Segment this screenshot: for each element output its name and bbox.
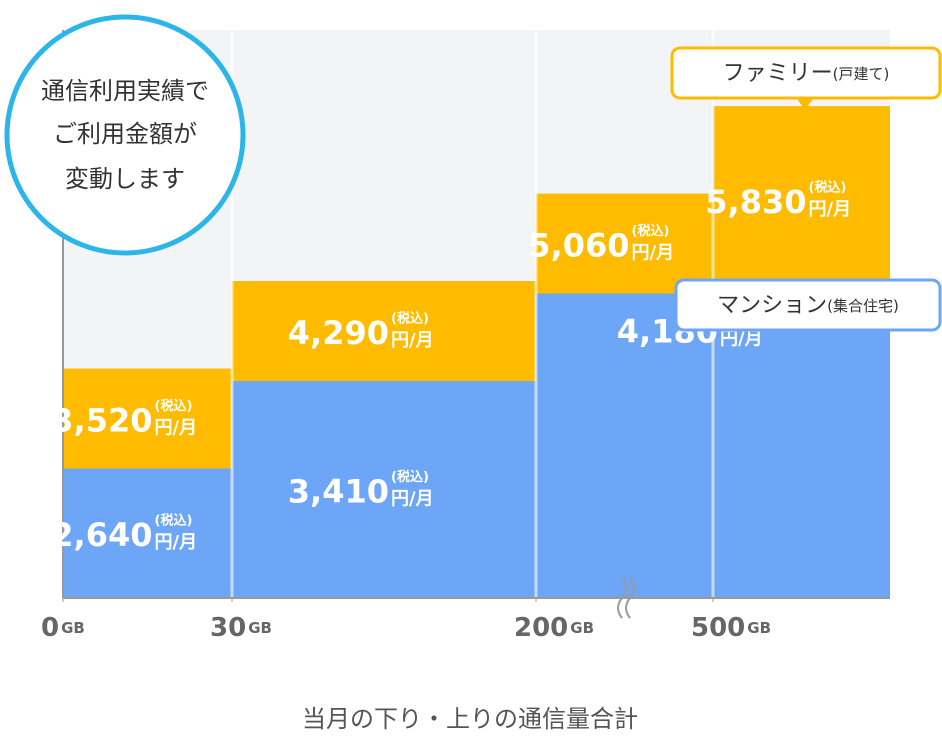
tax-note: (税込)	[155, 513, 193, 529]
unit: 円/月	[391, 489, 434, 510]
legend-note: (戸建て)	[833, 65, 890, 83]
axis-break	[617, 577, 635, 619]
bar	[232, 381, 536, 598]
bar	[63, 468, 232, 598]
badge: 通信利用実績で ご利用金額が 変動します	[4, 14, 246, 256]
x-tick-label: 200 GB	[514, 613, 594, 643]
bar	[713, 293, 890, 598]
x-tick-unit: GB	[61, 619, 85, 637]
unit: 円/月	[155, 418, 198, 439]
x-tick-value: 500	[691, 613, 745, 643]
x-axis-title: 当月の下り・上りの通信量合計	[302, 705, 638, 733]
legend-label: ファミリー(戸建て)	[723, 61, 890, 86]
x-tick-value: 0	[41, 613, 59, 643]
callout-box	[670, 46, 942, 100]
x-tick-value: 30	[210, 613, 246, 643]
legend-callout: マンション(集合住宅)	[674, 278, 942, 342]
value-label: 3,520	[51, 402, 152, 440]
tax-note: (税込)	[809, 179, 847, 195]
unit: 円/月	[155, 532, 198, 553]
legend-note: (集合住宅)	[827, 297, 899, 315]
tax-note: (税込)	[632, 223, 670, 239]
x-tick-label: 30 GB	[210, 613, 272, 643]
value-label: 5,830	[705, 183, 806, 221]
x-tick-unit: GB	[248, 619, 272, 637]
badge-line: 通信利用実績で	[41, 77, 209, 105]
tax-note: (税込)	[391, 469, 429, 485]
unit: 円/月	[391, 330, 434, 351]
badge-line: 変動します	[65, 165, 185, 193]
unit: 円/月	[809, 199, 852, 220]
legend-name: ファミリー	[723, 61, 833, 86]
badge-circle	[4, 14, 246, 256]
value-label: 3,410	[288, 473, 389, 511]
callout-box	[674, 278, 942, 332]
legend-label: マンション(集合住宅)	[717, 293, 899, 318]
tax-note: (税込)	[155, 398, 193, 414]
legend-name: マンション	[717, 293, 827, 318]
unit: 円/月	[720, 329, 763, 350]
legend-callout: ファミリー(戸建て)	[670, 46, 942, 110]
x-tick-unit: GB	[570, 619, 594, 637]
bar	[536, 293, 713, 598]
value-label: 5,060	[528, 227, 629, 265]
value-label: 2,640	[51, 516, 152, 554]
tax-note: (税込)	[391, 311, 429, 327]
x-tick-label: 0 GB	[41, 613, 85, 643]
unit: 円/月	[632, 243, 675, 264]
x-tick-value: 200	[514, 613, 568, 643]
x-tick-label: 500 GB	[691, 613, 771, 643]
badge-line: ご利用金額が	[53, 120, 197, 148]
x-tick-unit: GB	[747, 619, 771, 637]
value-label: 4,290	[288, 314, 389, 352]
